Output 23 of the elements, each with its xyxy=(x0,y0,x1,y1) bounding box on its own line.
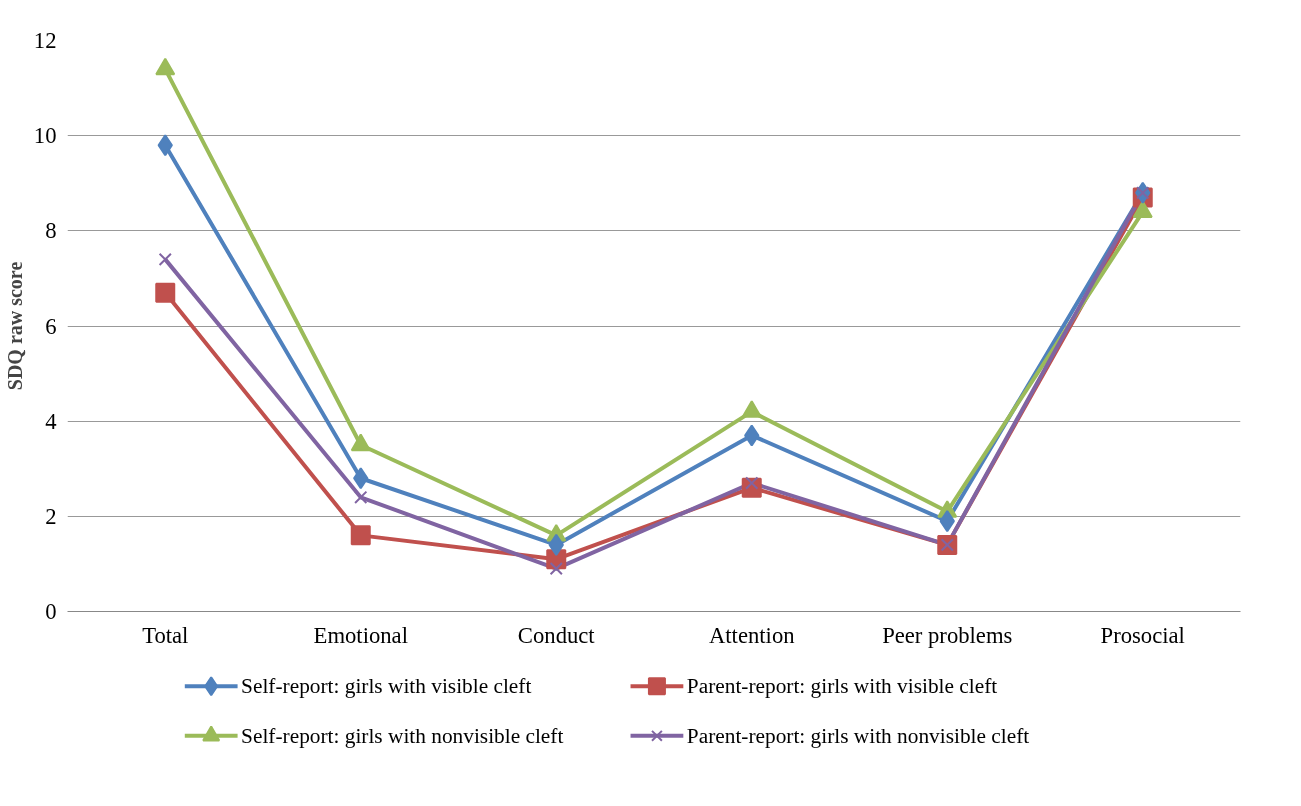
y-axis-title: SDQ raw score xyxy=(3,261,26,391)
legend-label: Parent-report: girls with nonvisible cleft xyxy=(686,723,1030,748)
point xyxy=(350,525,371,546)
y-tick-label: 0 xyxy=(45,599,57,624)
x-tick-label: Prosocial xyxy=(1100,622,1185,648)
x-tick-label: Conduct xyxy=(517,622,596,648)
y-tick-label: 6 xyxy=(45,313,57,339)
x-tick-label: Attention xyxy=(708,622,795,648)
point xyxy=(158,252,172,267)
x-tick-label: Total xyxy=(142,622,189,648)
legend-label: Parent-report: girls with visible cleft xyxy=(686,674,998,699)
point xyxy=(354,490,368,504)
y-tick-label: 8 xyxy=(45,218,57,244)
y-tick-label: 10 xyxy=(33,123,57,149)
y-tick-label: 2 xyxy=(45,503,57,529)
y-tick-label: 12 xyxy=(33,28,57,53)
point xyxy=(155,282,176,303)
legend-label: Self-report: girls with visible cleft xyxy=(241,674,532,699)
x-tick-label: Peer problems xyxy=(882,622,1013,648)
y-tick-label: 4 xyxy=(45,408,57,434)
point xyxy=(549,562,563,576)
x-tick-label: Emotional xyxy=(313,622,408,648)
legend-label: Self-report: girls with nonvisible cleft xyxy=(241,723,564,748)
